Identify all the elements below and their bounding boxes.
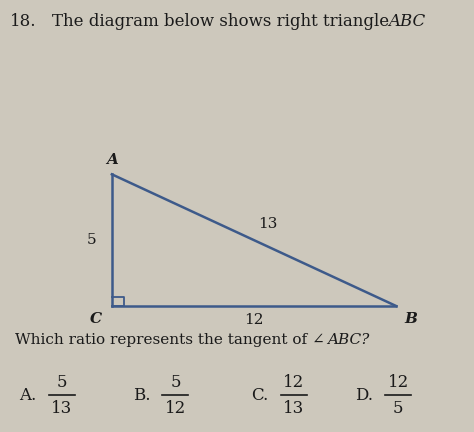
- Text: 18.: 18.: [9, 13, 36, 30]
- Text: 12: 12: [244, 314, 264, 327]
- Text: 5: 5: [87, 233, 97, 247]
- Text: B: B: [405, 312, 418, 326]
- Text: 12: 12: [283, 374, 304, 391]
- Text: 12: 12: [388, 374, 409, 391]
- Text: C: C: [90, 312, 101, 326]
- Text: 5: 5: [56, 374, 67, 391]
- Text: ABC: ABC: [389, 13, 426, 30]
- Text: Which ratio represents the tangent of ∠: Which ratio represents the tangent of ∠: [15, 333, 325, 347]
- Text: 13: 13: [283, 400, 304, 417]
- Text: 5: 5: [393, 400, 403, 417]
- Text: The diagram below shows right triangle: The diagram below shows right triangle: [52, 13, 394, 30]
- Text: 13: 13: [259, 217, 278, 231]
- Text: 13: 13: [51, 400, 72, 417]
- Text: A: A: [106, 153, 118, 167]
- Text: C.: C.: [251, 387, 268, 404]
- Text: 5: 5: [170, 374, 181, 391]
- Text: 12: 12: [165, 400, 186, 417]
- Text: ABC?: ABC?: [327, 333, 369, 347]
- Text: B.: B.: [133, 387, 150, 404]
- Text: D.: D.: [356, 387, 374, 404]
- Text: A.: A.: [19, 387, 36, 404]
